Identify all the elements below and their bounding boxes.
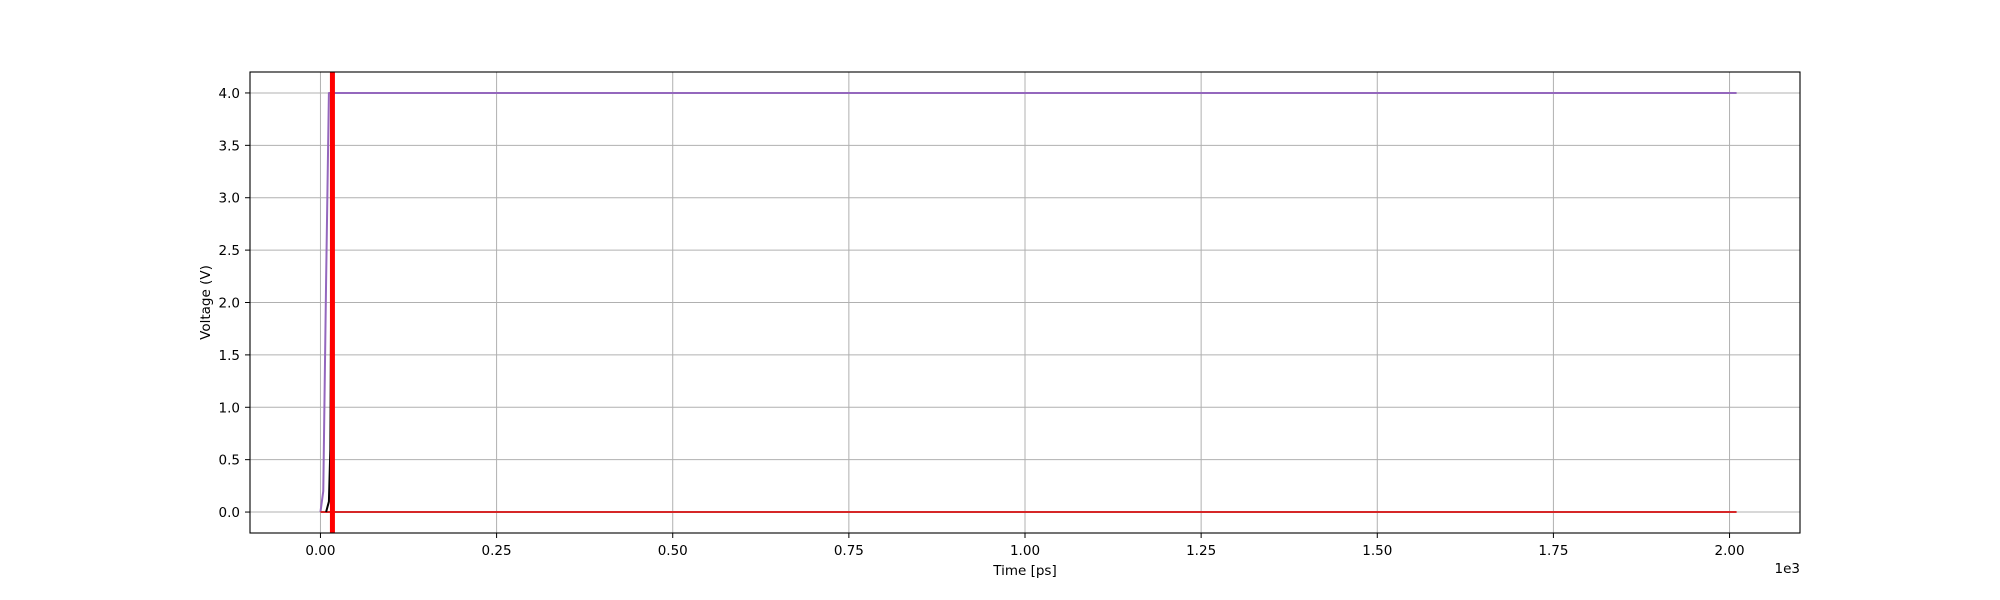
- y-axis-label: Voltage (V): [198, 265, 214, 340]
- x-tick-label: 1.75: [1538, 543, 1568, 559]
- axis-ticks: 0.00 0.25 0.50 0.75 1.00 1.25 1.50 1.75 2.00 0.0 0…: [219, 86, 1745, 559]
- x-tick-label: 1.25: [1186, 543, 1216, 559]
- x-tick-label: 1.00: [1010, 543, 1040, 559]
- y-tick-label: 0.5: [219, 453, 240, 469]
- y-tick-label: 0.0: [219, 505, 240, 521]
- x-tick-label: 0.50: [658, 543, 688, 559]
- y-tick-label: 1.5: [219, 348, 240, 364]
- x-axis-offset-text: 1e3: [1775, 561, 1800, 577]
- x-tick-label: 0.25: [482, 543, 512, 559]
- x-tick-label: 1.50: [1362, 543, 1392, 559]
- x-tick-label: 2.00: [1715, 543, 1745, 559]
- x-axis-label: Time [ps]: [992, 563, 1056, 579]
- y-tick-label: 3.0: [219, 191, 240, 207]
- series-layer: [319, 72, 1737, 533]
- y-tick-label: 3.5: [219, 138, 240, 154]
- series-line-1: [319, 91, 1737, 513]
- x-tick-label: 0.00: [305, 543, 335, 559]
- y-tick-label: 4.0: [219, 86, 240, 102]
- y-tick-label: 2.5: [219, 243, 240, 259]
- x-tick-label: 0.75: [834, 543, 864, 559]
- y-tick-label: 2.0: [219, 296, 240, 312]
- y-tick-label: 1.0: [219, 400, 240, 416]
